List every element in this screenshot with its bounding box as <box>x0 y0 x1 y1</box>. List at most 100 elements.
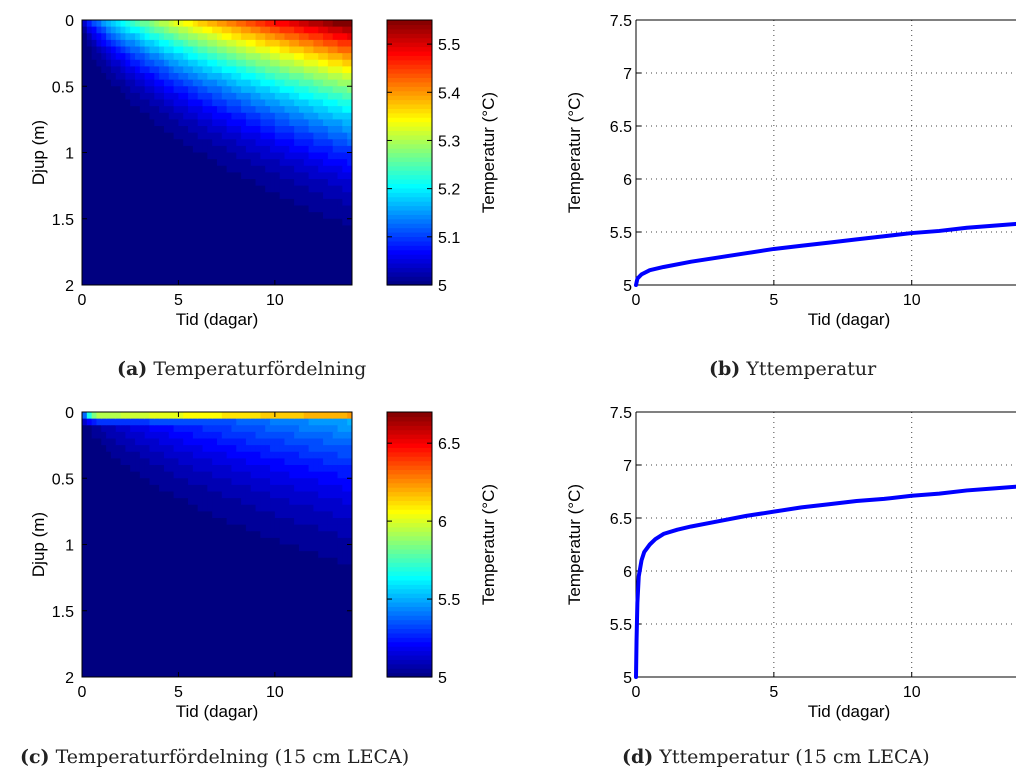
heatmap-cell <box>188 663 194 671</box>
heatmap-cell <box>101 650 107 658</box>
heatmap-cell <box>231 33 237 41</box>
heatmap-cell <box>110 418 117 426</box>
heatmap-cell <box>318 518 324 526</box>
heatmap-cell <box>82 126 88 134</box>
heatmap-cell <box>323 643 329 652</box>
heatmap-cell <box>298 238 305 246</box>
heatmap-cell <box>163 491 170 499</box>
heatmap-cell <box>183 571 189 579</box>
heatmap-cell <box>115 544 122 552</box>
heatmap-cell <box>106 584 112 592</box>
heatmap-cell <box>279 438 286 446</box>
heatmap-cell <box>91 418 98 426</box>
heatmap-cell <box>135 498 141 506</box>
heatmap-cell <box>241 152 247 160</box>
heatmap-cell <box>207 92 213 101</box>
heatmap-cell <box>274 564 281 572</box>
heatmap-cell <box>255 278 261 285</box>
heatmap-cell <box>159 126 165 134</box>
y-tick-label: 0 <box>65 405 74 422</box>
colorbar-band <box>387 425 432 431</box>
heatmap-cell <box>250 643 257 652</box>
heatmap-cell <box>236 637 242 645</box>
heatmap-cell <box>207 145 213 154</box>
heatmap-cell <box>192 458 199 466</box>
heatmap-cell <box>197 172 204 180</box>
heatmap-cell <box>91 192 98 200</box>
heatmap-cell <box>91 557 98 565</box>
heatmap-cell <box>125 126 131 134</box>
heatmap-cell <box>173 218 180 226</box>
heatmap-cell <box>274 26 281 34</box>
heatmap-cell <box>289 597 295 605</box>
heatmap-cell <box>120 66 126 74</box>
heatmap-cell <box>323 172 329 180</box>
heatmap-cell <box>188 412 194 420</box>
heatmap-cell <box>188 571 194 579</box>
heatmap-cell <box>207 165 213 173</box>
heatmap-cell <box>347 159 352 167</box>
heatmap-cell <box>342 564 348 572</box>
heatmap-cell <box>178 271 184 279</box>
heatmap-cell <box>212 465 218 473</box>
heatmap-cell <box>289 412 295 420</box>
heatmap-cell <box>255 73 261 81</box>
heatmap-cell <box>241 265 247 273</box>
heatmap-cell <box>173 590 180 599</box>
heatmap-cell <box>183 597 189 605</box>
heatmap-cell <box>241 431 247 440</box>
colorbar-band <box>387 232 432 238</box>
heatmap-cell <box>226 412 233 420</box>
heatmap-cell <box>323 465 329 473</box>
heatmap-cell <box>96 418 102 426</box>
heatmap-cell <box>265 86 271 94</box>
heatmap-cell <box>91 185 98 193</box>
heatmap-cell <box>303 438 310 446</box>
heatmap-cell <box>86 165 93 173</box>
heatmap-cell <box>212 630 218 638</box>
heatmap-cell <box>130 637 136 645</box>
heatmap-cell <box>168 26 175 34</box>
heatmap-cell <box>332 278 339 285</box>
heatmap-cell <box>274 212 281 220</box>
heatmap-cell <box>144 198 151 207</box>
heatmap-cell <box>270 663 276 671</box>
heatmap-cell <box>298 132 305 140</box>
heatmap-cell <box>173 518 180 526</box>
heatmap-cell <box>250 418 257 426</box>
heatmap-cell <box>260 99 266 107</box>
heatmap-cell <box>197 544 204 552</box>
heatmap-cell <box>270 604 276 612</box>
heatmap-cell <box>183 511 189 519</box>
heatmap-cell <box>323 425 329 433</box>
heatmap-cell <box>327 557 334 565</box>
heatmap-cell <box>197 511 204 519</box>
heatmap-cell <box>154 471 160 479</box>
heatmap-cell <box>130 431 136 440</box>
heatmap-cell <box>226 106 233 114</box>
heatmap-cell <box>207 484 213 493</box>
heatmap-cell <box>202 657 208 665</box>
heatmap-cell <box>323 79 329 87</box>
heatmap-cell <box>332 205 339 213</box>
heatmap-cell <box>163 112 170 120</box>
heatmap-cell <box>110 278 117 285</box>
heatmap-cell <box>159 431 165 440</box>
heatmap-cell <box>135 238 141 246</box>
heatmap-cell <box>91 518 98 526</box>
heatmap-cell <box>183 478 189 486</box>
heatmap-cell <box>82 511 88 519</box>
heatmap-cell <box>270 39 276 48</box>
heatmap-cell <box>294 637 300 645</box>
heatmap-cell <box>255 112 261 120</box>
heatmap-cell <box>313 577 319 585</box>
heatmap-cell <box>159 643 165 652</box>
heatmap-cell <box>96 271 102 279</box>
heatmap-cell <box>197 59 204 67</box>
heatmap-cell <box>294 258 300 266</box>
heatmap-cell <box>110 99 117 107</box>
heatmap-cell <box>347 518 352 526</box>
heatmap-cell <box>120 657 126 665</box>
heatmap-cell <box>217 251 223 260</box>
heatmap-cell <box>294 451 300 459</box>
